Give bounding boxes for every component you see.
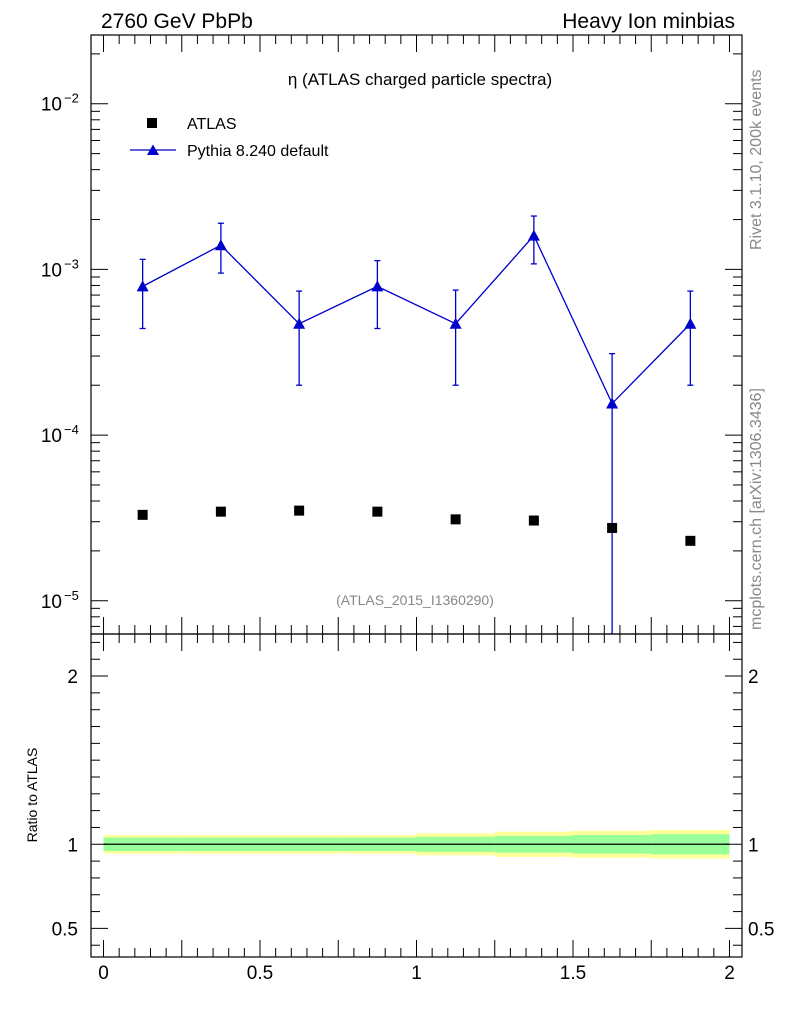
pythia-point (449, 317, 462, 329)
legend-atlas-label: ATLAS (187, 116, 237, 133)
atlas-point (450, 514, 461, 525)
atlas-point (528, 515, 539, 526)
atlas-point (215, 506, 226, 517)
ratio-x-tick-label: 1.5 (560, 963, 586, 984)
pythia-series-line (142, 234, 691, 405)
chart-title: η (ATLAS charged particle spectra) (288, 70, 552, 89)
atlas-point (137, 509, 148, 520)
ratio-y-tick-label-right: 2 (748, 667, 759, 688)
legend-atlas-marker (147, 118, 157, 128)
atlas-point (294, 505, 305, 516)
atlas-point (607, 522, 618, 533)
main-series (136, 215, 697, 634)
ratio-ticks (91, 634, 742, 957)
ratio-y-tick-label-right: 0.5 (748, 919, 774, 940)
ratio-y-axis-label: Ratio to ATLAS (24, 748, 40, 843)
rivet-version-label: Rivet 3.1.10, 200k events (748, 69, 765, 250)
ratio-y-tick-label-right: 1 (748, 835, 759, 856)
ratio-x-tick-label: 0.5 (247, 963, 273, 984)
pythia-point (606, 397, 619, 409)
atlas-point (685, 535, 696, 546)
analysis-label: (ATLAS_2015_I1360290) (336, 592, 494, 608)
main-y-tick-labels: 10−5 10−4 10−3 10−2 (41, 91, 79, 613)
ratio-x-tick-label: 0 (98, 963, 109, 984)
main-y-tick-label: 10 −3 (41, 256, 79, 281)
ratio-y-tick-labels: 0.5 0.5 1 1 2 2 (52, 667, 775, 940)
pythia-point (371, 280, 384, 292)
main-y-tick-label: 10 −5 (41, 588, 79, 613)
main-panel: 10−5 10−4 10−3 10−2 η (ATLAS charged partic… (41, 34, 743, 635)
ratio-x-tick-label: 2 (724, 963, 735, 984)
legend-pythia-label: Pythia 8.240 default (187, 143, 329, 160)
main-y-tick-label: 10 −2 (41, 91, 79, 116)
ratio-y-tick-label: 1 (67, 835, 78, 856)
ratio-frame (90, 633, 743, 958)
ratio-panel: 0.5 0.5 1 1 2 2 0 0.5 1 1.5 2 Ratio to ATLAS (24, 633, 775, 984)
legend: ATLAS Pythia 8.240 default (130, 116, 329, 160)
ratio-x-tick-labels: 0 0.5 1 1.5 2 (98, 963, 735, 984)
mcplots-reference-label: mcplots.cern.ch [arXiv:1306.3436] (748, 388, 765, 630)
header-left-label: 2760 GeV PbPb (101, 10, 253, 33)
header-right-label: Heavy Ion minbias (562, 10, 735, 33)
pythia-point (214, 239, 227, 251)
ratio-y-tick-label: 0.5 (52, 919, 78, 940)
pythia-point (136, 280, 149, 292)
pythia-point (684, 317, 697, 329)
pythia-point (293, 317, 306, 329)
pythia-point (527, 229, 540, 241)
ratio-x-tick-label: 1 (411, 963, 422, 984)
main-y-tick-label: 10 −4 (41, 422, 79, 447)
legend-pythia-marker (147, 144, 159, 155)
atlas-point (372, 506, 383, 517)
ratio-y-tick-label: 2 (67, 667, 78, 688)
main-ticks (91, 35, 742, 634)
